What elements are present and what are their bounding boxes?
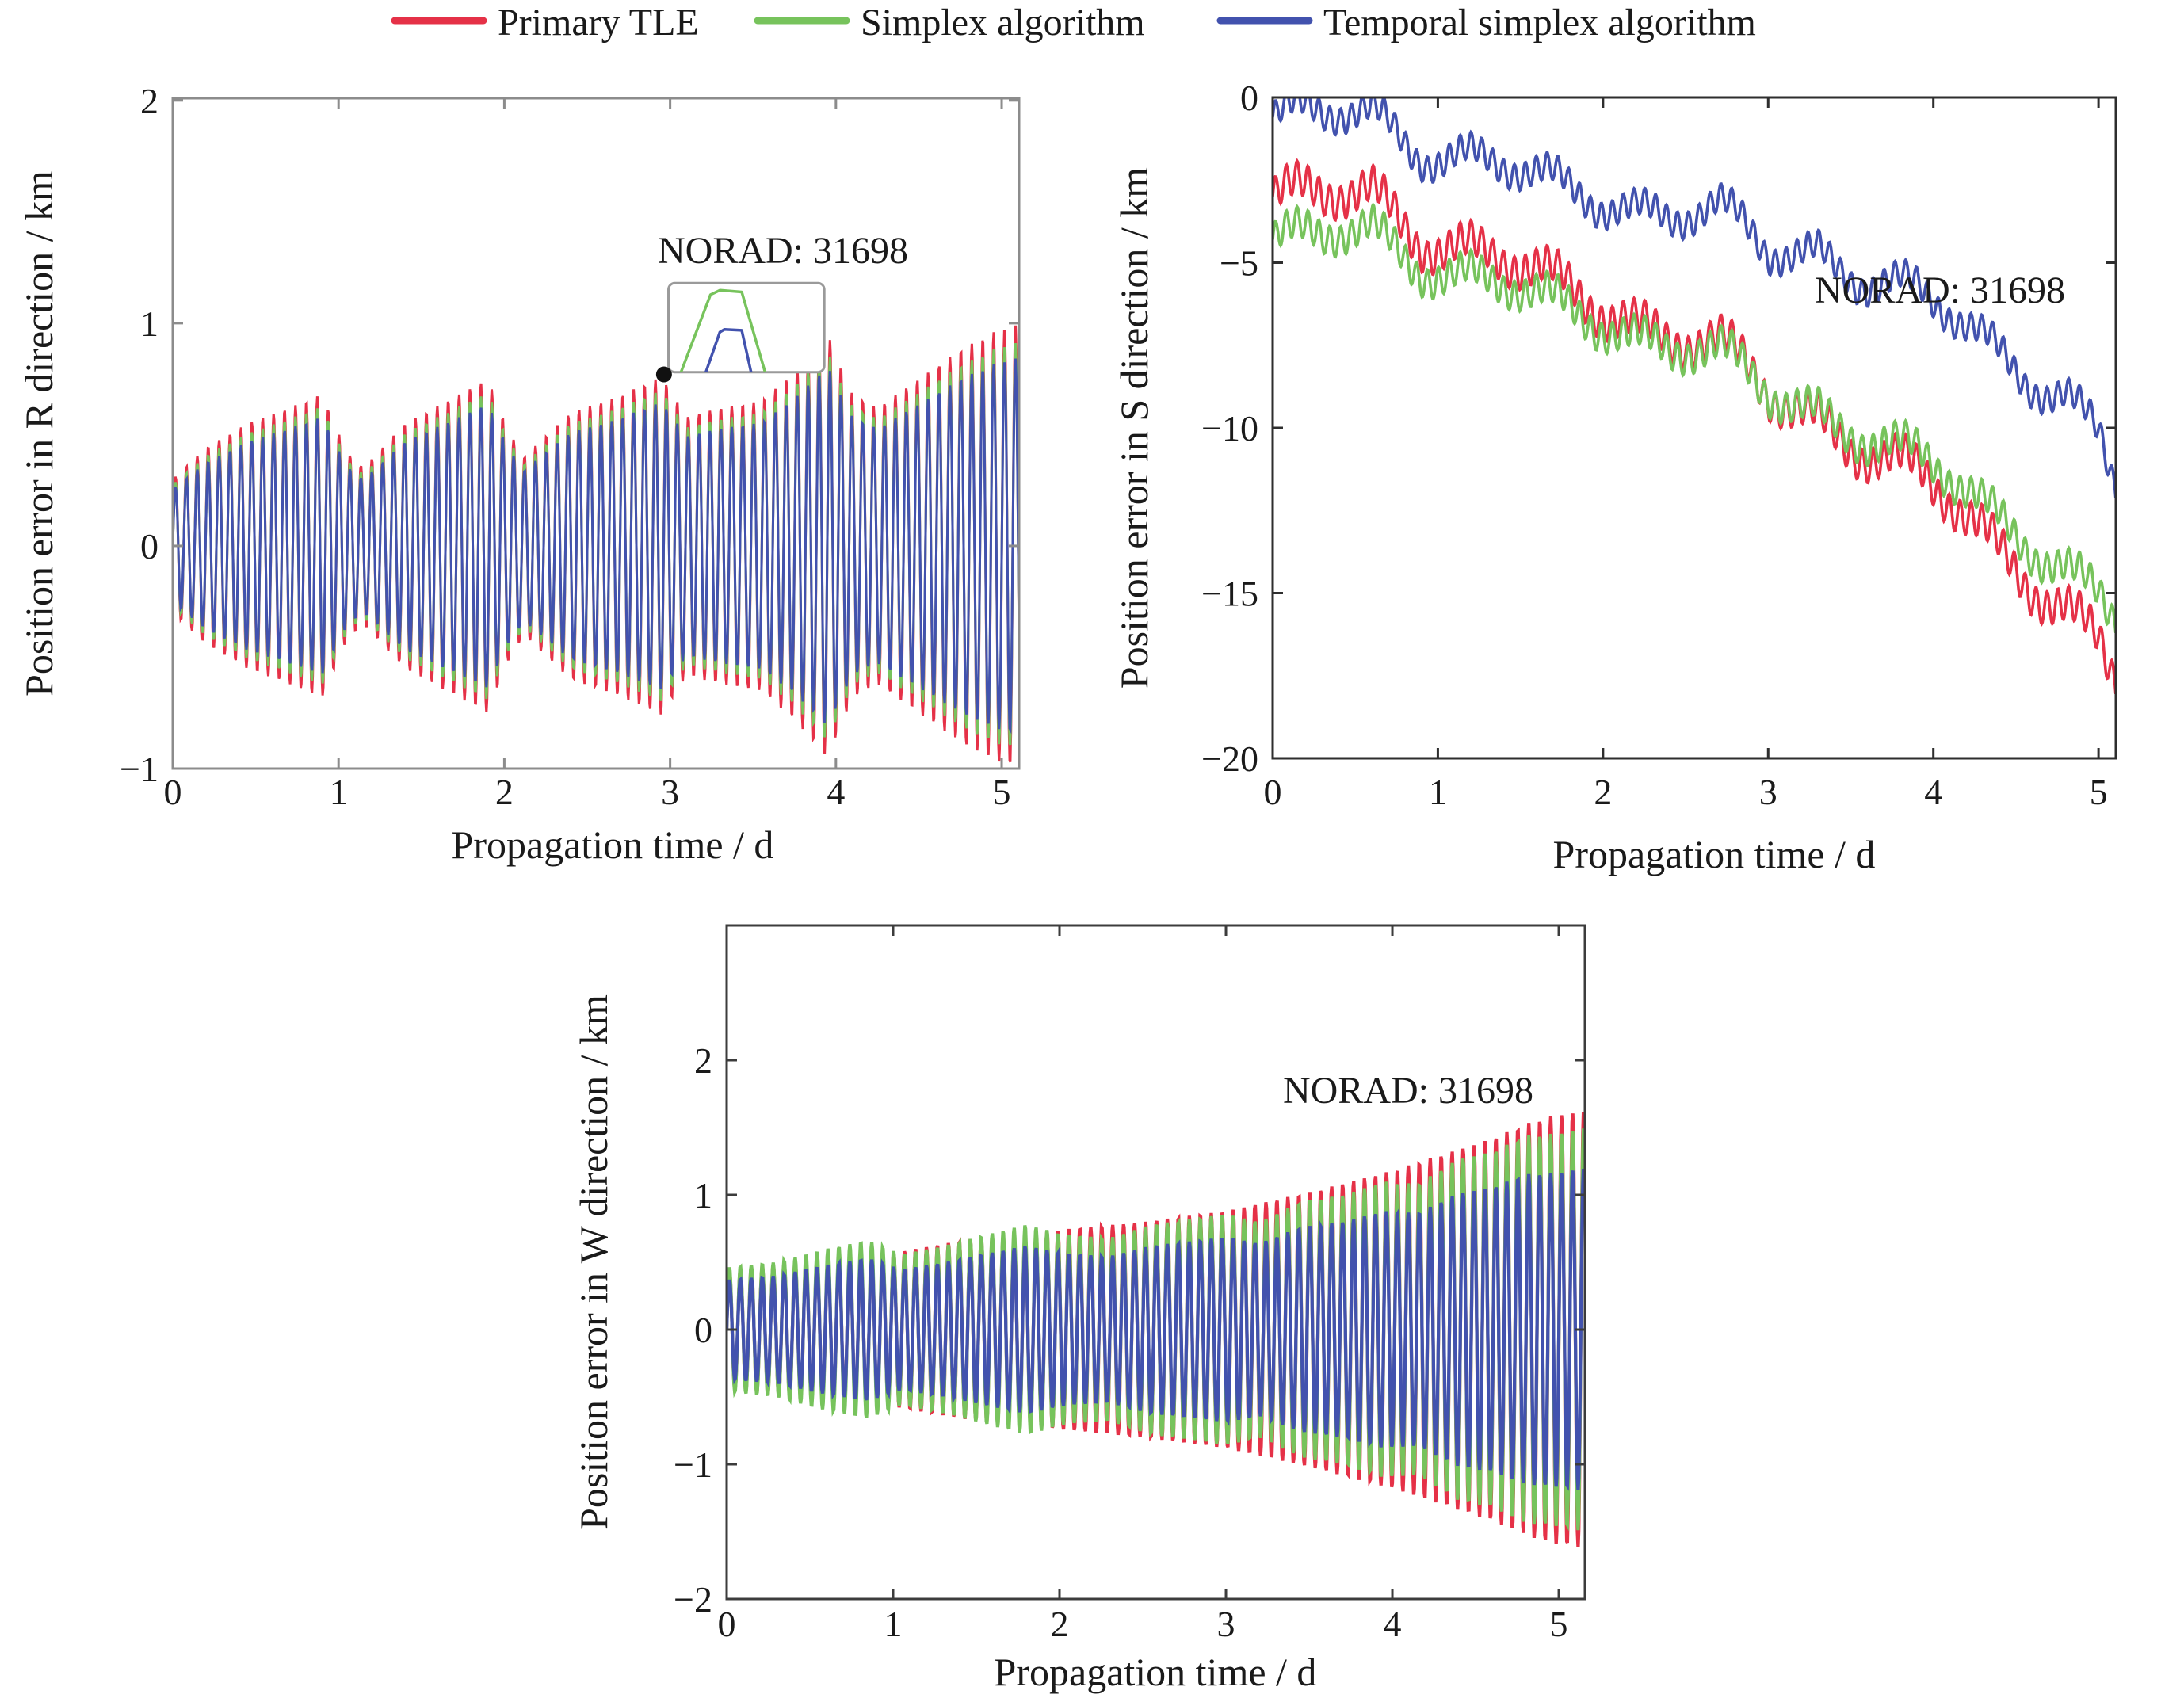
inset-zoom-box bbox=[667, 281, 826, 374]
series-layer bbox=[173, 325, 1019, 763]
chart-r-annotation: NORAD: 31698 bbox=[658, 230, 908, 272]
x-tick-label: 2 bbox=[1594, 772, 1612, 812]
plot-border bbox=[171, 97, 1021, 770]
plot-border bbox=[725, 924, 1586, 1601]
y-tick-label: 1 bbox=[140, 303, 158, 344]
y-tick-label: 1 bbox=[694, 1175, 712, 1215]
chart-s-plot-area: 0 1 2 3 4 5 0 −5 −10 −15 −20 bbox=[1201, 78, 2117, 812]
series-temporal-simplex-algorithm bbox=[727, 1168, 1585, 1491]
x-tick-label: 2 bbox=[1051, 1604, 1069, 1644]
chart-w-annotation: NORAD: 31698 bbox=[1283, 1070, 1533, 1112]
y-tick-label: −10 bbox=[1201, 408, 1258, 448]
y-tick-label: −20 bbox=[1201, 738, 1258, 779]
chart-s-annotation: NORAD: 31698 bbox=[1815, 269, 2065, 311]
chart-w-direction: 0 1 2 3 4 5 −2 −1 0 1 2 Position error in W direct… bbox=[571, 924, 1586, 1694]
y-tick-label: 0 bbox=[1240, 78, 1258, 118]
inset-curve bbox=[704, 327, 753, 373]
chart-r-xlabel: Propagation time / d bbox=[452, 822, 774, 867]
y-tick-label: −15 bbox=[1201, 574, 1258, 614]
y-tick-label: 2 bbox=[140, 81, 158, 121]
x-tick-label: 5 bbox=[1550, 1604, 1568, 1644]
x-tick-label: 3 bbox=[661, 772, 679, 812]
chart-s-xlabel: Propagation time / d bbox=[1553, 832, 1876, 876]
chart-s-direction: 0 1 2 3 4 5 0 −5 −10 −15 −20 Position error in S d… bbox=[1112, 78, 2117, 876]
x-tick-label: 4 bbox=[1924, 772, 1942, 812]
legend: Primary TLE Simplex algorithm Temporal s… bbox=[391, 2, 1756, 44]
x-tick-label: 1 bbox=[330, 772, 348, 812]
series-primary-tle bbox=[1273, 158, 2116, 695]
series-temporal-simplex-algorithm bbox=[1273, 97, 2116, 498]
inset-curve bbox=[679, 288, 767, 373]
x-tick-label: 0 bbox=[718, 1604, 736, 1644]
legend-item-simplex: Simplex algorithm bbox=[754, 2, 1145, 44]
legend-item-temporal-simplex: Temporal simplex algorithm bbox=[1216, 2, 1756, 44]
legend-label-simplex: Simplex algorithm bbox=[861, 2, 1145, 44]
chart-w-ylabel: Position error in W direction / km bbox=[571, 994, 616, 1530]
y-tick-label: −1 bbox=[120, 749, 158, 789]
x-tick-label: 1 bbox=[1429, 772, 1447, 812]
y-tick-label: 2 bbox=[694, 1040, 712, 1081]
y-tick-label: 0 bbox=[694, 1310, 712, 1350]
plot-border bbox=[1271, 96, 2117, 760]
y-tick-label: −5 bbox=[1220, 243, 1258, 284]
y-tick-label: 0 bbox=[140, 526, 158, 567]
legend-label-primary-tle: Primary TLE bbox=[498, 2, 699, 44]
x-tick-label: 5 bbox=[993, 772, 1011, 812]
x-tick-label: 2 bbox=[495, 772, 514, 812]
y-tick-label: −1 bbox=[674, 1444, 712, 1485]
chart-w-plot-area: 0 1 2 3 4 5 −2 −1 0 1 2 bbox=[674, 924, 1586, 1644]
zoom-point-marker bbox=[655, 366, 672, 383]
x-tick-label: 1 bbox=[884, 1604, 903, 1644]
series-layer bbox=[1273, 97, 2116, 695]
x-tick-label: 4 bbox=[1384, 1604, 1402, 1644]
x-tick-label: 0 bbox=[164, 772, 182, 812]
legend-item-primary-tle: Primary TLE bbox=[391, 2, 699, 44]
series-simplex-algorithm bbox=[1273, 202, 2116, 633]
x-tick-label: 5 bbox=[2090, 772, 2108, 812]
legend-label-temporal-simplex: Temporal simplex algorithm bbox=[1323, 2, 1756, 44]
chart-r-ylabel: Position error in R direction / km bbox=[17, 170, 61, 696]
y-tick-label: −2 bbox=[674, 1579, 712, 1620]
x-tick-label: 0 bbox=[1264, 772, 1282, 812]
x-tick-label: 4 bbox=[827, 772, 845, 812]
x-tick-label: 3 bbox=[1217, 1604, 1235, 1644]
chart-w-xlabel: Propagation time / d bbox=[995, 1650, 1317, 1694]
series-layer bbox=[727, 1112, 1585, 1547]
x-tick-label: 3 bbox=[1759, 772, 1777, 812]
series-temporal-simplex-algorithm bbox=[173, 358, 1019, 735]
chart-s-ylabel: Position error in S direction / km bbox=[1112, 167, 1156, 689]
